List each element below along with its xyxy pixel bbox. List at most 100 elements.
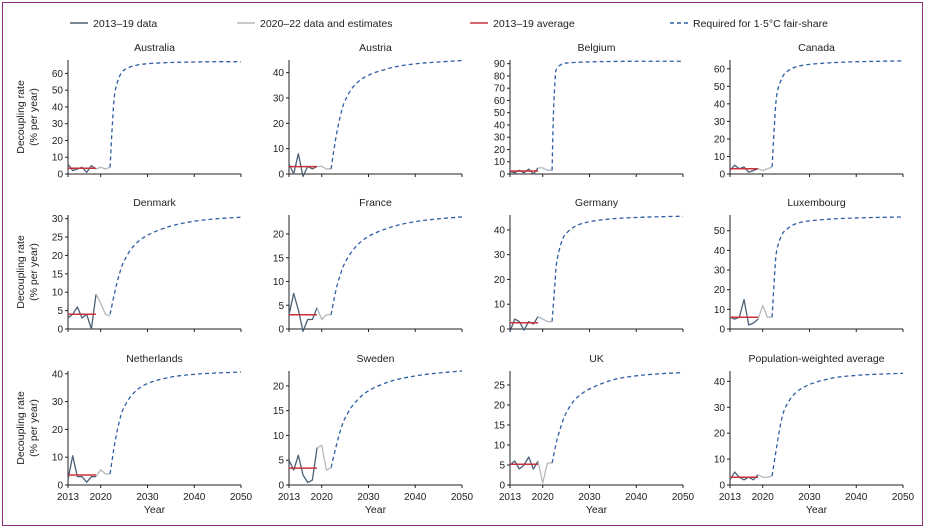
y-tick-label: 10 (714, 455, 726, 466)
y-tick-label: 20 (52, 251, 64, 262)
panel: Luxembourg 0 10 20 30 40 50 (714, 197, 904, 336)
series-2020-22-data (757, 474, 773, 478)
y-tick-label: 0 (499, 325, 505, 336)
series-2020-22-data (316, 444, 332, 471)
x-axis-title: Year (806, 504, 828, 516)
y-tick-label: 20 (273, 119, 285, 130)
series-required-fair-share (771, 216, 904, 318)
y-tick-label: 10 (52, 288, 64, 299)
series-2013-19-data (509, 316, 539, 332)
x-tick-label: 2050 (230, 492, 253, 503)
series-required-fair-share (551, 371, 684, 464)
y-tick-label: 40 (52, 102, 64, 113)
series-2013-19-data (729, 298, 759, 326)
y-tick-label: 60 (52, 69, 64, 80)
series-2013-19-data (67, 455, 97, 483)
series-required-fair-share (109, 216, 242, 315)
y-tick-label: 40 (52, 369, 64, 380)
series-2013-19-data (509, 167, 539, 175)
legend-label: 2013–19 data (93, 18, 157, 30)
y-tick-label: 30 (714, 403, 726, 414)
series-required-fair-share (771, 372, 904, 477)
x-tick-label: 2050 (451, 492, 474, 503)
y-axis-title-unit: (% per year) (28, 88, 40, 146)
y-tick-label: 25 (52, 233, 64, 244)
panel: France 0 5 10 15 20 (273, 197, 463, 336)
y-tick-label: 10 (494, 300, 506, 311)
y-tick-label: 10 (273, 431, 285, 442)
y-tick-label: 0 (499, 481, 505, 492)
y-axis-title-unit: (% per year) (28, 399, 40, 457)
panel-title: Belgium (578, 42, 616, 54)
panel: Australia 0 10 20 30 40 50 60 Decoupling rate (% … (15, 42, 242, 181)
y-tick-label: 10 (273, 144, 285, 155)
y-axis-title: Decoupling rate (15, 391, 27, 465)
x-tick-label: 2030 (578, 492, 601, 503)
x-tick-label: 2040 (845, 492, 868, 503)
panel-title: Population-weighted average (748, 353, 884, 365)
y-tick-label: 10 (494, 441, 506, 452)
y-axis-title: Decoupling rate (15, 80, 27, 154)
y-axis-title-unit: (% per year) (28, 243, 40, 301)
series-2013-19-data (288, 292, 318, 333)
panel: Germany 0 10 20 30 40 (494, 197, 684, 336)
y-tick-label: 5 (499, 461, 505, 472)
y-tick-label: 50 (714, 226, 726, 237)
y-tick-label: 15 (52, 269, 64, 280)
y-tick-label: 0 (278, 481, 284, 492)
y-tick-label: 15 (273, 406, 285, 417)
y-tick-label: 0 (499, 170, 505, 181)
x-tick-label: 2013 (719, 492, 742, 503)
y-tick-label: 0 (719, 170, 725, 181)
y-tick-label: 90 (494, 59, 506, 70)
y-tick-label: 50 (494, 108, 506, 119)
panel-title: Denmark (133, 197, 176, 209)
series-2020-22-data (316, 307, 332, 321)
series-2013-19-data (67, 163, 97, 173)
y-tick-label: 20 (714, 134, 726, 145)
y-tick-label: 10 (714, 305, 726, 316)
panel: Denmark 0 5 10 15 20 25 30 Decoupling rate (% per… (15, 197, 242, 336)
y-tick-label: 20 (494, 145, 506, 156)
y-tick-label: 80 (494, 71, 506, 82)
x-tick-label: 2013 (499, 492, 522, 503)
y-tick-label: 20 (273, 230, 285, 241)
panel: UK 0 5 10 15 20 25 2013 2020 2030 2040 2050 Year (494, 353, 695, 516)
y-tick-label: 10 (714, 152, 726, 163)
y-tick-label: 20 (714, 429, 726, 440)
panel: Population-weighted average0102030402013… (714, 353, 915, 516)
y-tick-label: 25 (494, 381, 506, 392)
x-tick-label: 2040 (404, 492, 427, 503)
x-tick-label: 2020 (90, 492, 113, 503)
y-tick-label: 15 (273, 253, 285, 264)
series-2020-22-data (317, 165, 332, 170)
y-tick-label: 40 (714, 246, 726, 257)
y-tick-label: 15 (494, 421, 506, 432)
y-tick-label: 30 (52, 397, 64, 408)
y-tick-label: 0 (57, 325, 63, 336)
y-tick-label: 0 (719, 481, 725, 492)
series-2013-19-data (67, 293, 97, 330)
series-2020-22-data (95, 166, 111, 170)
y-tick-label: 5 (57, 306, 63, 317)
y-tick-label: 30 (273, 94, 285, 105)
y-tick-label: 30 (714, 266, 726, 277)
y-tick-label: 0 (278, 170, 284, 181)
series-2013-19-data (729, 164, 759, 173)
y-tick-label: 40 (494, 120, 506, 131)
x-axis-title: Year (144, 504, 166, 516)
x-tick-label: 2020 (752, 492, 775, 503)
x-tick-label: 2013 (57, 492, 80, 503)
y-tick-label: 20 (52, 425, 64, 436)
y-tick-label: 5 (278, 456, 284, 467)
y-axis-title: Decoupling rate (15, 235, 27, 309)
series-required-fair-share (109, 61, 241, 168)
y-tick-label: 5 (278, 301, 284, 312)
x-tick-label: 2050 (892, 492, 915, 503)
series-2013-19-data (288, 447, 318, 484)
y-tick-label: 0 (57, 170, 63, 181)
y-tick-label: 60 (494, 96, 506, 107)
y-tick-label: 10 (52, 153, 64, 164)
